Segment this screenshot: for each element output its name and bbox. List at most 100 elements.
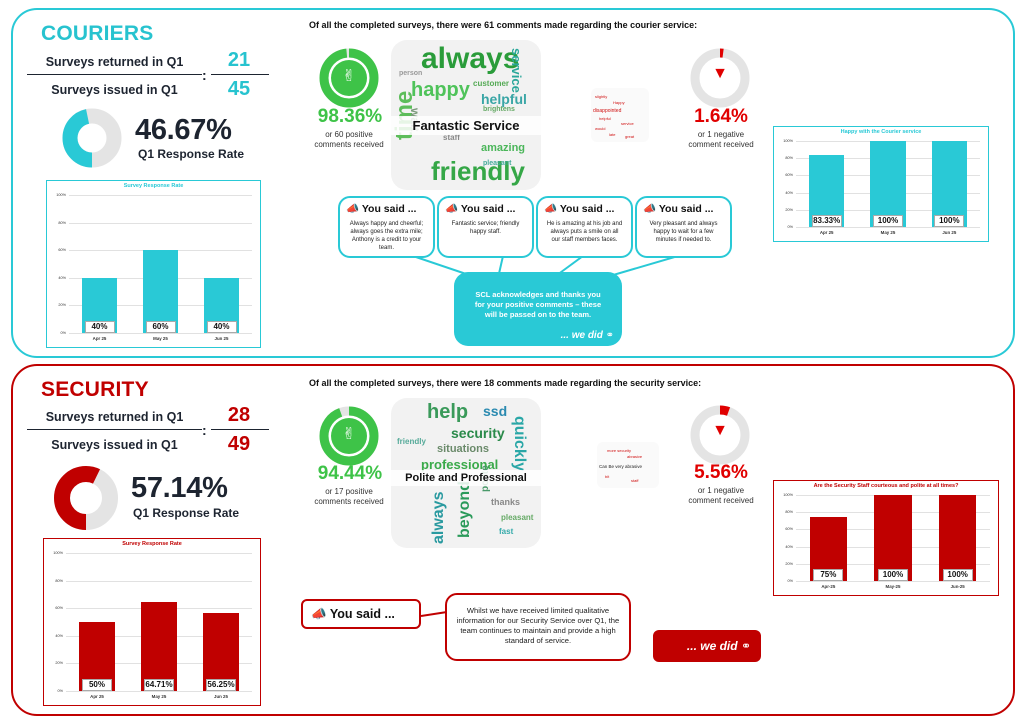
x-tick-label: Jun 25 [942,230,957,235]
couriers-response-chart: Survey Response Rate 100% 80% 60% 40% 20% 0% 40… [46,180,261,348]
quote-text: He is amazing at his job and always puts… [546,221,623,243]
cloud-word: person [399,70,423,77]
y-tick-label: 20% [785,207,793,212]
cloud-word: thanks [491,497,521,507]
couriers-negative-gauge [690,48,750,108]
you-said-label: 📣 You said ... [445,203,516,215]
cloud-word: amazing [481,142,526,154]
quote-text: Fantastic service; friendly happy staff. [451,221,520,235]
cloud-word: ssd [483,403,508,419]
y-tick-label: 0% [787,225,794,229]
ear-icon: ⚭ [605,330,614,341]
y-tick-label: 0% [787,579,794,583]
security-intro: Of all the completed surveys, there were… [309,378,702,388]
couriers-response-donut [62,108,122,168]
security-response-donut [54,466,118,530]
y-tick-label: 40% [785,544,793,549]
bar [931,141,968,227]
cloud-word: security [451,425,505,441]
cloud-word: pleasant [483,160,512,167]
mini-word: service [621,121,634,126]
megaphone-icon: 📣 [544,203,558,215]
x-tick-label: May 25 [880,230,896,235]
y-tick-label: 40% [785,190,793,195]
bar-value-label: 50% [82,679,112,691]
security-colon: : [202,422,207,438]
mini-word: Happy [613,100,625,105]
mini-word: abrasive [627,454,643,459]
security-issued-value: 49 [227,433,251,455]
security-num-divider [211,429,269,430]
y-tick-label: 100% [783,139,793,143]
security-positive-pct: 94.44% [317,463,383,484]
bar [142,250,179,333]
chart-title: Survey Response Rate [122,541,182,547]
y-tick-label: 20% [785,561,793,566]
megaphone-icon: 📣 [346,203,360,215]
mini-word: disappointed [593,108,622,114]
gridline [69,333,252,334]
couriers-num-divider [211,74,269,75]
cloud-word: helpful [481,91,527,107]
cloud-word: friendly [397,437,426,446]
couriers-panel: COURIERS Surveys returned in Q1 Surveys … [11,8,1015,358]
thumbs-down-icon: ▼ [712,422,728,439]
you-said-label: 📣 You said ... [544,203,615,215]
we-did-label: ... we did ⚭ [560,330,614,341]
couriers-negative-cloud: slightly Happy disappointed helpful serv… [591,88,649,142]
couriers-quote-bubble-3: 📣 You said ... He is amazing at his job … [536,196,633,258]
chart-title: Happy with the Courier service [840,129,922,135]
mini-word: slightly [595,94,608,99]
bar-value-label: 100% [934,215,965,227]
megaphone-icon: 📣 [445,203,459,215]
gridline [796,581,990,582]
couriers-cloud-banner: Fantastic Service [391,116,541,135]
couriers-positive-gauge [319,48,379,108]
bar-value-label: 100% [942,569,973,581]
security-returned-label: Surveys returned in Q1 [45,410,184,424]
cloud-word: quickly [511,416,528,472]
bar-value-label: 40% [206,321,237,333]
security-you-said: 📣 You said ... [301,599,421,629]
x-tick-label: Apr 25 [92,336,107,341]
thumbs-up-icon: ✌ [342,426,356,443]
security-response-text: Whilst we have received limited qualitat… [456,606,620,645]
y-tick-label: 40% [55,633,63,638]
x-tick-label: Jun-25 [950,584,965,589]
cloud-word: beyond [456,481,473,538]
couriers-returned-value: 21 [227,49,251,71]
security-panel: SECURITY Surveys returned in Q1 Surveys … [11,364,1015,716]
cloud-word: fast [499,527,514,536]
bar-value-label: 100% [873,215,903,227]
x-tick-label: Apr-25 [821,584,836,589]
y-tick-label: 40% [58,275,66,280]
couriers-acknowledgement: SCL acknowledges and thanks you for your… [454,272,622,346]
bar-value-label: 100% [878,569,908,581]
couriers-quote-bubble-1: 📣 You said ... Always happy and cheerful… [338,196,435,258]
bar-value-label: 64.71% [144,679,174,691]
x-tick-label: May 25 [153,336,168,341]
mini-word: would [595,126,606,131]
gridline [69,195,252,196]
chart-title: Are the Security Staff courteous and pol… [813,483,959,489]
cloud-word: staff [443,133,460,142]
couriers-positive-sub1: or 60 positive [325,130,373,139]
gridline [66,580,252,582]
cloud-word: situations [437,443,489,455]
y-tick-label: 100% [783,493,793,497]
couriers-intro: Of all the completed surveys, there were… [309,20,698,30]
bar [870,141,906,227]
couriers-issued-value: 45 [227,78,251,100]
mini-word: bit [605,474,610,479]
security-issued-label: Surveys issued in Q1 [51,438,178,452]
bar [938,495,977,581]
couriers-title: COURIERS [41,22,154,45]
ear-icon: ⚭ [740,639,751,653]
thumbs-down-icon: ▼ [712,65,728,82]
mini-word: staff [631,478,639,483]
mini-word: late [609,132,616,137]
security-positive-sub1: or 17 positive [325,487,373,496]
security-cloud-banner: Polite and Professional [391,470,541,486]
megaphone-icon: 📣 [643,203,657,215]
y-tick-label: 0% [57,689,64,693]
